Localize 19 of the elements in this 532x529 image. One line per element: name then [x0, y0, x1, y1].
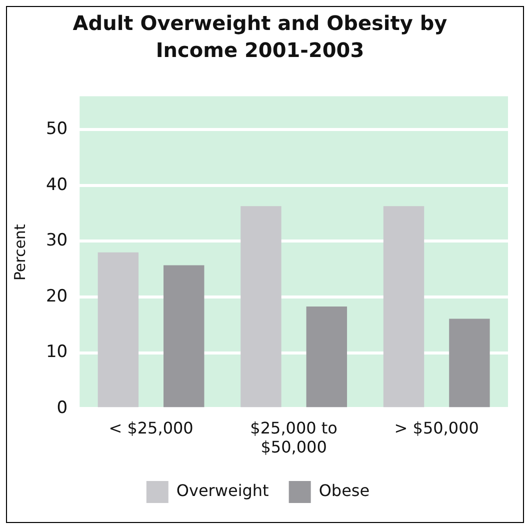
x-tick-label: < $25,000 [108, 418, 194, 438]
y-tick-label: 0 [56, 398, 68, 418]
legend-label: Obese [318, 481, 370, 500]
y-tick-label: 10 [46, 342, 68, 362]
bar [98, 252, 139, 408]
bar [164, 265, 204, 408]
y-tick-label: 20 [46, 286, 68, 306]
x-tick-label: > $50,000 [394, 418, 479, 438]
x-tick-label: $25,000 to $50,000 [250, 418, 338, 457]
y-tick-label: 30 [46, 230, 68, 251]
bar [306, 306, 348, 408]
y-tick-label: 50 [46, 119, 68, 140]
bar [449, 318, 490, 408]
y-tick-label: 40 [46, 174, 68, 195]
bar [240, 206, 282, 408]
chart-title: Adult Overweight and Obesity by Income 2001-2003 [72, 10, 448, 64]
legend-label: Overweight [176, 481, 269, 500]
bar [383, 206, 424, 408]
y-axis-title: Percent [10, 224, 29, 281]
